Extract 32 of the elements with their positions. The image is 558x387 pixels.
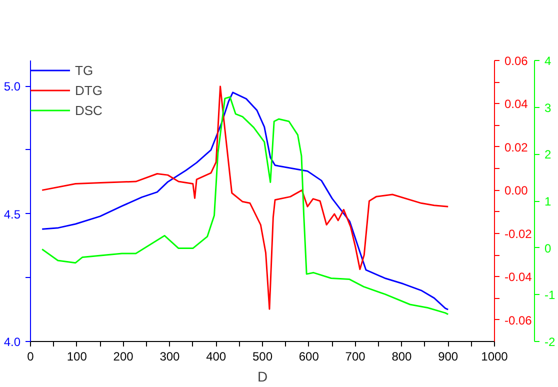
y2-tick-label: -0.06 xyxy=(504,313,532,328)
x-tick-label: 900 xyxy=(438,350,458,364)
y3-tick-label: 3 xyxy=(544,100,552,115)
y-tick-label: 4.0 xyxy=(4,335,21,349)
legend-label: DTG xyxy=(75,82,102,98)
y3-tick-label: 1 xyxy=(544,194,552,208)
x-tick-label: 200 xyxy=(113,350,134,364)
y3-tick-label: 2 xyxy=(544,148,552,162)
x-tick-label: 100 xyxy=(66,350,88,364)
y2-tick-label: -0.04 xyxy=(504,270,532,284)
y-tick-label: 4.5 xyxy=(4,207,21,222)
x-tick-label: 700 xyxy=(345,350,366,364)
y3-tick-label: -2 xyxy=(544,335,556,349)
x-tick-label: 400 xyxy=(206,350,226,364)
y3-tick-label: 0 xyxy=(544,241,552,256)
x-tick-label: 0 xyxy=(27,350,34,364)
y2-tick-label: 0.02 xyxy=(504,140,528,154)
y3-tick-label: -1 xyxy=(544,288,556,302)
y-tick-label: 5.0 xyxy=(4,80,21,94)
legend-label: DSC xyxy=(75,102,102,118)
legend-label: TG xyxy=(75,62,94,78)
y2-tick-label: 0.00 xyxy=(504,184,528,198)
x-tick-label: 1000 xyxy=(481,350,508,364)
y2-tick-label: 0.06 xyxy=(504,54,528,68)
x-tick-label: 500 xyxy=(252,350,273,364)
x-axis-title: D xyxy=(257,368,268,384)
y2-tick-label: 0.04 xyxy=(504,97,528,112)
y2-tick-label: -0.02 xyxy=(504,226,532,241)
x-tick-label: 600 xyxy=(298,350,320,364)
y3-tick-label: 4 xyxy=(544,54,552,68)
x-tick-label: 300 xyxy=(160,350,180,364)
x-tick-label: 800 xyxy=(392,350,412,364)
